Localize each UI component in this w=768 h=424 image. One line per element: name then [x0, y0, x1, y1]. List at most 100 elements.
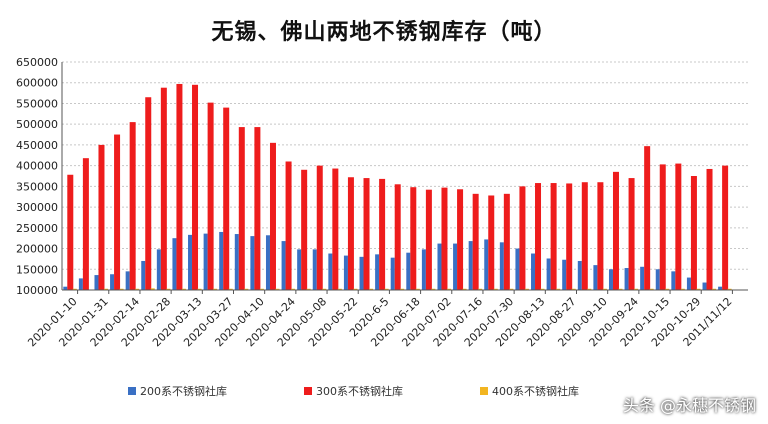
- bar-200: [546, 258, 551, 290]
- bar-400: [680, 288, 685, 290]
- bar-300: [597, 182, 604, 290]
- bar-300: [581, 182, 588, 290]
- bar-300: [254, 127, 261, 290]
- bar-200: [156, 249, 161, 290]
- bar-200: [110, 274, 115, 290]
- y-tick-label: 250000: [16, 222, 58, 235]
- bar-400: [587, 288, 592, 290]
- bar-300: [659, 164, 666, 290]
- bar-400: [634, 288, 639, 290]
- bar-300: [238, 127, 245, 290]
- bar-400: [431, 288, 436, 290]
- bar-300: [566, 183, 573, 290]
- bar-200: [328, 253, 333, 290]
- bar-400: [228, 288, 233, 290]
- bar-400: [712, 288, 717, 290]
- bar-200: [499, 242, 504, 290]
- bar-200: [624, 268, 629, 290]
- bar-200: [172, 238, 177, 290]
- y-tick-label: 550000: [16, 97, 58, 110]
- bar-200: [577, 260, 582, 290]
- bar-400: [462, 288, 467, 290]
- legend-swatch-400: [480, 387, 488, 395]
- y-tick-label: 650000: [16, 56, 58, 69]
- bar-400: [400, 288, 405, 290]
- bar-300: [114, 134, 121, 290]
- bar-300: [425, 189, 432, 290]
- legend-item-400[interactable]: 400系不锈钢社库: [480, 383, 579, 399]
- bar-200: [608, 269, 613, 290]
- bar-300: [67, 174, 74, 290]
- y-tick-label: 450000: [16, 139, 58, 152]
- bar-300: [316, 165, 323, 290]
- bar-400: [493, 288, 498, 290]
- bar-300: [644, 146, 651, 290]
- bar-200: [671, 271, 676, 290]
- y-tick-label: 500000: [16, 118, 58, 131]
- y-tick-label: 600000: [16, 77, 58, 90]
- bar-400: [275, 288, 280, 290]
- bar-300: [690, 176, 697, 290]
- bar-400: [72, 288, 77, 290]
- bar-300: [379, 178, 386, 290]
- bar-400: [446, 288, 451, 290]
- bar-300: [394, 184, 401, 290]
- bar-300: [488, 195, 495, 290]
- bar-400: [150, 288, 155, 290]
- y-tick-label: 150000: [16, 263, 58, 276]
- bar-400: [197, 288, 202, 290]
- bar-400: [415, 288, 420, 290]
- bar-300: [285, 161, 292, 290]
- bar-300: [207, 102, 214, 290]
- bar-200: [421, 249, 426, 290]
- bar-300: [722, 165, 729, 290]
- bar-400: [244, 288, 249, 290]
- bar-300: [457, 189, 464, 290]
- bar-200: [250, 236, 255, 290]
- bar-400: [384, 288, 389, 290]
- bar-200: [312, 249, 317, 290]
- bar-400: [665, 288, 670, 290]
- bar-400: [166, 288, 171, 290]
- bar-300: [519, 186, 526, 290]
- bar-200: [406, 252, 411, 290]
- bar-300: [192, 84, 199, 290]
- bar-200: [531, 253, 536, 290]
- bar-200: [359, 256, 364, 290]
- bar-300: [129, 122, 136, 290]
- bar-400: [509, 288, 514, 290]
- legend-item-200[interactable]: 200系不锈钢社库: [128, 383, 227, 399]
- bar-200: [343, 255, 348, 290]
- bar-300: [675, 163, 682, 290]
- bar-400: [540, 288, 545, 290]
- bar-200: [234, 234, 239, 290]
- bar-200: [78, 278, 83, 290]
- bar-300: [550, 183, 557, 290]
- bar-300: [160, 87, 167, 291]
- legend-item-300[interactable]: 300系不锈钢社库: [304, 383, 403, 399]
- bar-200: [702, 282, 707, 290]
- bar-300: [441, 187, 448, 290]
- bar-300: [612, 171, 619, 290]
- y-axis: 100000 150000 200000 250000 300000 350000 4000…: [16, 56, 63, 297]
- bar-400: [618, 288, 623, 290]
- bar-300: [223, 107, 230, 290]
- y-tick-label: 400000: [16, 160, 58, 173]
- legend-label-300: 300系不锈钢社库: [316, 385, 403, 398]
- bar-400: [322, 288, 327, 290]
- bar-300: [535, 183, 542, 290]
- bar-300: [706, 168, 713, 290]
- bar-400: [259, 288, 264, 290]
- y-tick-label: 350000: [16, 180, 58, 193]
- bar-400: [369, 288, 374, 290]
- bar-300: [363, 178, 370, 290]
- bar-200: [188, 234, 193, 290]
- bar-200: [686, 277, 691, 290]
- x-axis: 2020-01-102020-01-312020-02-142020-02-28…: [25, 289, 748, 349]
- bar-200: [515, 248, 520, 290]
- watermark: 头条 @永穗不锈钢: [622, 396, 756, 415]
- bar-300: [145, 97, 152, 291]
- bar-400: [556, 288, 561, 290]
- bar-300: [472, 193, 479, 290]
